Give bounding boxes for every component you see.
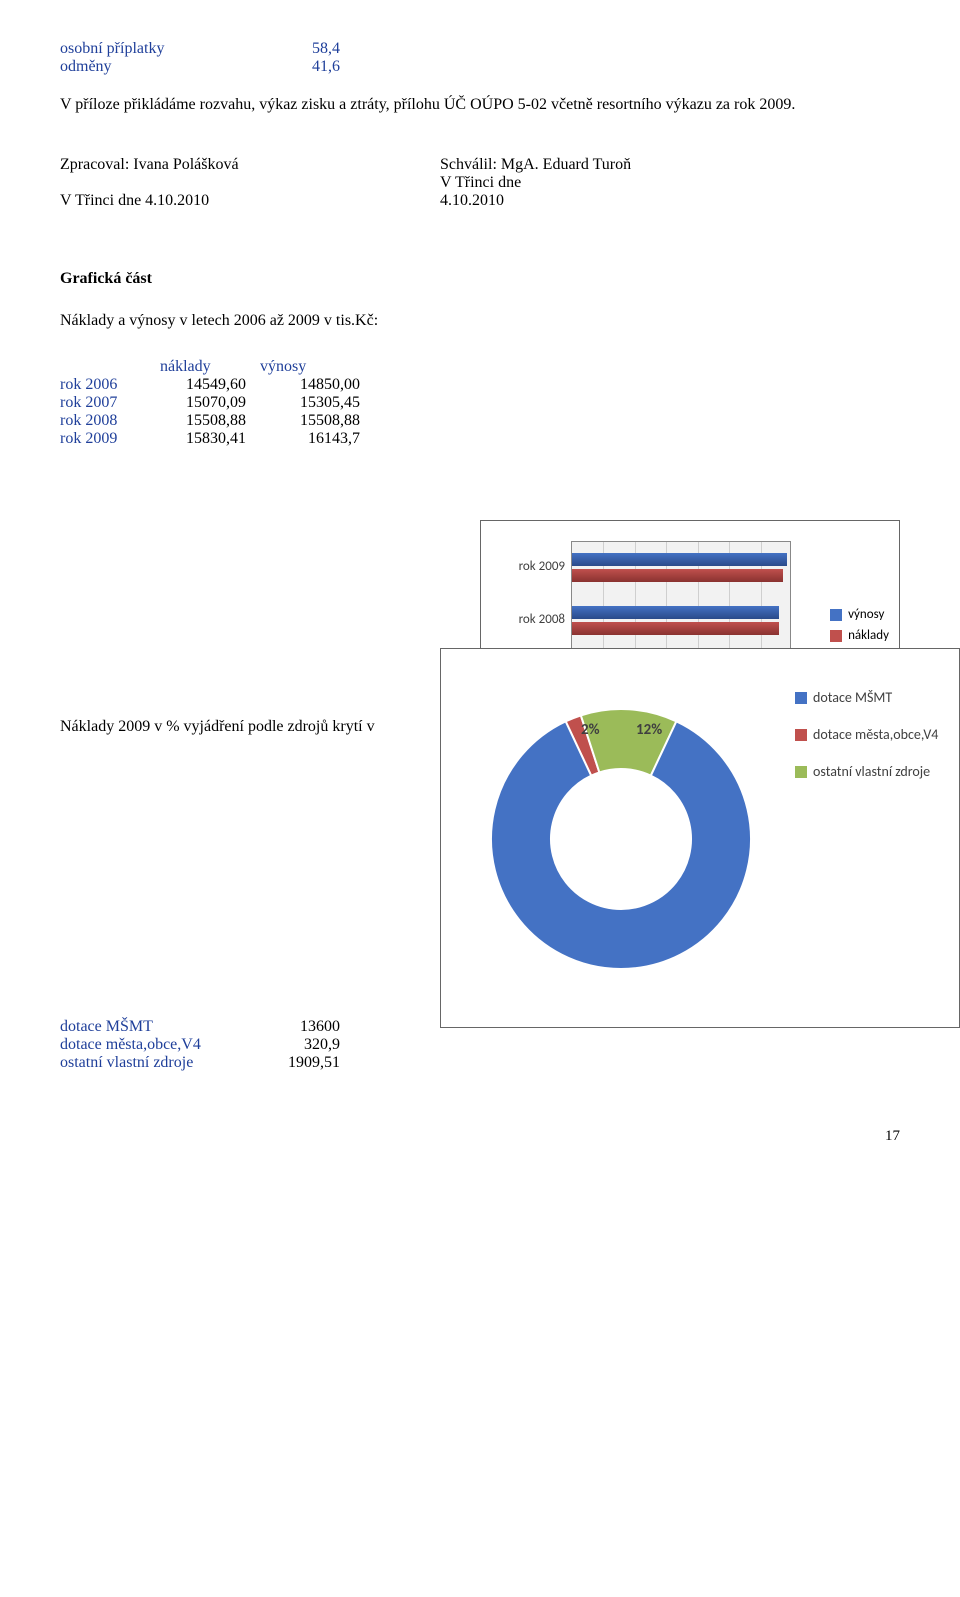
table-row: rok 2008 15508,88 15508,88 <box>60 412 900 430</box>
signature-block: Zpracoval: Ivana Polášková V Třinci dne … <box>60 156 900 210</box>
top-values: osobní příplatky 58,4 odměny 41,6 <box>60 40 900 76</box>
label: osobní příplatky <box>60 40 260 58</box>
paragraph: V příloze přikládáme rozvahu, výkaz zisk… <box>60 94 900 116</box>
legend-label: ostatní vlastní zdroje <box>813 763 930 780</box>
col-head: náklady <box>160 358 260 376</box>
col-head: výnosy <box>260 358 360 376</box>
value: 41,6 <box>260 58 340 76</box>
approver-date-2: 4.10.2010 <box>440 192 820 210</box>
approver-line: Schválil: MgA. Eduard Turoň <box>440 156 820 174</box>
author-line: Zpracoval: Ivana Polášková <box>60 156 440 174</box>
value: 58,4 <box>260 40 340 58</box>
data-table: náklady výnosy rok 2006 14549,60 14850,0… <box>60 358 900 448</box>
legend-label: náklady <box>848 628 889 643</box>
legend-label: výnosy <box>848 607 884 622</box>
axis-label: rok 2009 <box>481 559 565 574</box>
source-table: dotace MŠMT13600 dotace města,obce,V4320… <box>60 1018 340 1072</box>
legend-label: dotace MŠMT <box>813 689 892 706</box>
section-title: Grafická část <box>60 270 900 288</box>
table-row: rok 2006 14549,60 14850,00 <box>60 376 900 394</box>
donut-svg <box>461 679 781 999</box>
label: odměny <box>60 58 260 76</box>
pct-label: 12% <box>636 721 662 739</box>
page-number: 17 <box>60 1128 900 1145</box>
donut-chart: 86% 2% 12% dotace MŠMT dotace města,obce,V4… <box>440 648 960 1028</box>
axis-label: rok 2008 <box>481 612 565 627</box>
date-line: V Třinci dne 4.10.2010 <box>60 192 440 210</box>
legend: výnosy náklady <box>830 601 889 649</box>
table-row: rok 2007 15070,09 15305,45 <box>60 394 900 412</box>
table-row: rok 2009 15830,41 16143,7 <box>60 430 900 448</box>
donut-title: Náklady 2009 v % vyjádření podle zdrojů … <box>60 718 375 736</box>
pct-label: 86% <box>636 969 662 987</box>
approver-date-1: V Třinci dne <box>440 174 820 192</box>
legend-label: dotace města,obce,V4 <box>813 726 938 743</box>
pct-label: 2% <box>581 721 600 739</box>
sub-heading: Náklady a výnosy v letech 2006 až 2009 v… <box>60 312 900 330</box>
donut-legend: dotace MŠMT dotace města,obce,V4 ostatní v… <box>795 689 945 800</box>
